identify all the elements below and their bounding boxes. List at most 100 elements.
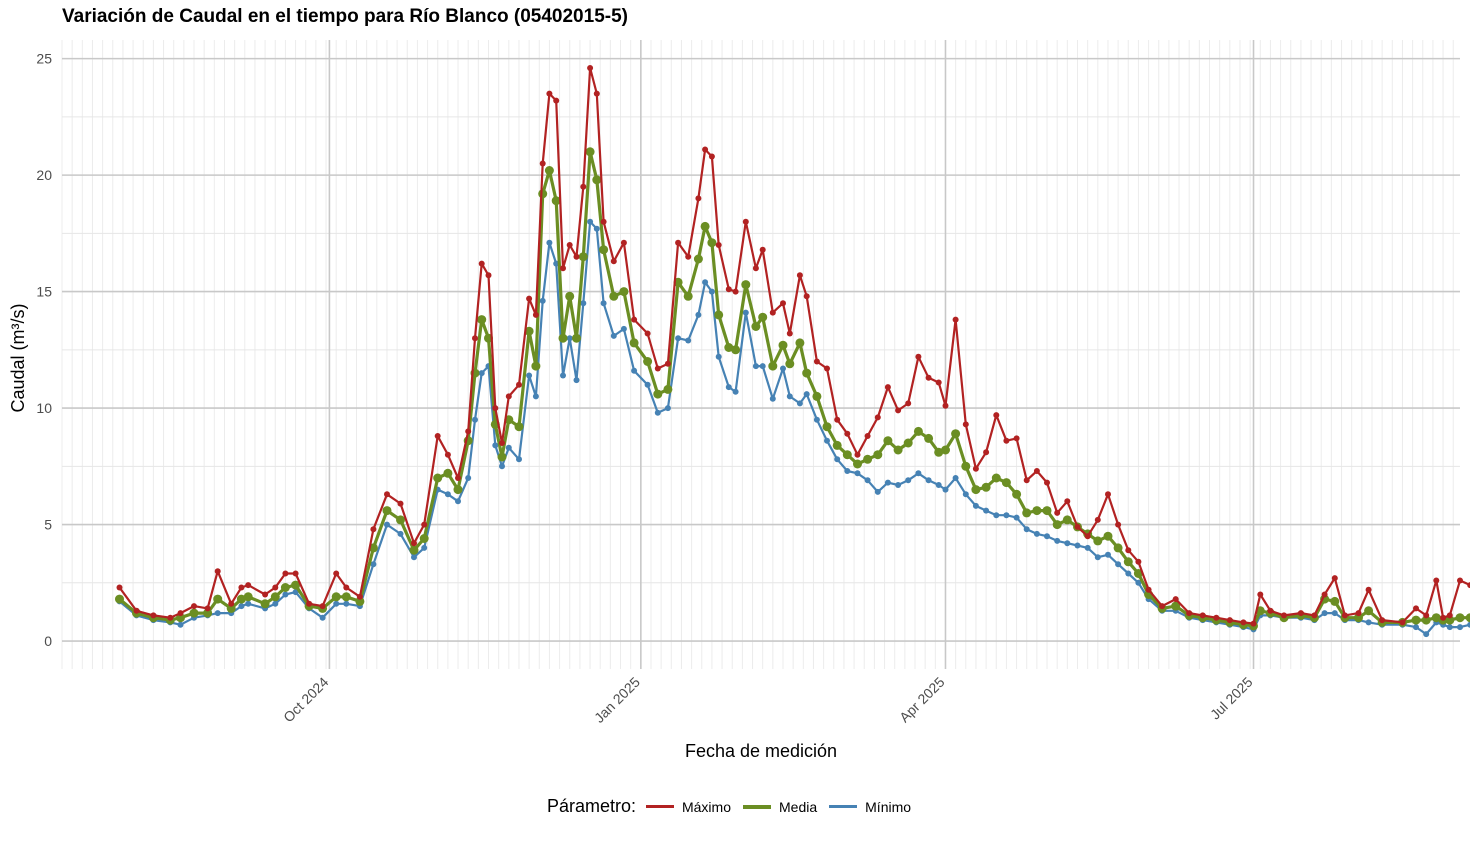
data-point — [1135, 579, 1142, 586]
data-point — [396, 515, 405, 525]
data-point — [599, 245, 609, 255]
data-point — [573, 253, 580, 260]
data-point — [531, 361, 541, 371]
data-point — [1240, 619, 1247, 626]
data-point — [631, 316, 638, 323]
data-point — [1033, 530, 1040, 537]
x-axis-title: Fecha de medición — [685, 741, 837, 761]
data-point — [1331, 610, 1338, 617]
data-point — [715, 242, 722, 248]
data-point — [1123, 557, 1133, 567]
data-point — [708, 153, 715, 160]
data-point — [433, 473, 443, 483]
data-point — [465, 428, 472, 435]
data-point — [546, 90, 553, 97]
data-point — [593, 90, 600, 97]
data-point — [685, 253, 692, 260]
data-point — [1064, 540, 1071, 547]
data-point — [573, 377, 580, 384]
data-point — [1013, 514, 1020, 521]
data-point — [421, 521, 428, 528]
data-point — [280, 583, 290, 592]
data-point — [203, 608, 213, 618]
data-point — [742, 218, 749, 225]
data-point — [893, 445, 903, 455]
data-point — [1423, 612, 1430, 619]
data-point — [176, 613, 185, 623]
data-point — [643, 357, 653, 366]
data-point — [600, 300, 607, 307]
data-point — [516, 381, 522, 388]
data-point — [961, 461, 971, 471]
data-point — [558, 333, 568, 343]
data-point — [1257, 591, 1264, 598]
y-tick-label: 25 — [36, 51, 52, 67]
data-point — [874, 414, 881, 421]
data-point — [854, 451, 861, 458]
data-point — [444, 491, 451, 498]
data-point — [993, 412, 1000, 419]
data-point — [1321, 591, 1328, 598]
data-point — [116, 584, 123, 591]
data-point — [477, 315, 487, 325]
data-point — [693, 254, 703, 264]
data-point — [272, 584, 279, 591]
data-point — [1133, 569, 1143, 578]
data-point — [411, 540, 417, 547]
data-point — [600, 218, 607, 225]
legend-swatch-media — [743, 804, 771, 809]
data-point — [539, 297, 546, 304]
data-point — [1084, 533, 1091, 540]
data-point — [434, 433, 441, 439]
data-point — [609, 291, 619, 301]
data-point — [526, 295, 533, 302]
data-point — [291, 580, 301, 590]
data-point — [1455, 613, 1465, 623]
data-point — [1074, 523, 1081, 530]
data-point — [610, 332, 617, 339]
series-maximo — [116, 65, 1470, 627]
data-point — [873, 450, 883, 460]
data-point — [1355, 610, 1362, 617]
legend-label-maximo: Máximo — [681, 798, 731, 815]
data-point — [913, 426, 923, 436]
data-point — [631, 367, 638, 374]
data-point — [421, 544, 428, 551]
data-point — [1125, 570, 1132, 577]
legend-swatch-maximo — [645, 805, 674, 808]
y-tick-label: 0 — [44, 633, 52, 649]
data-point — [759, 246, 766, 253]
data-point — [497, 452, 507, 462]
data-point — [455, 498, 461, 505]
data-point — [786, 330, 793, 337]
data-point — [1267, 607, 1274, 614]
legend-item-minimo: Mínimo — [829, 799, 911, 815]
data-point — [1094, 516, 1101, 523]
data-point — [732, 288, 739, 295]
data-point — [1003, 437, 1010, 444]
data-point — [1052, 520, 1062, 530]
data-point — [485, 272, 492, 279]
data-point — [1421, 615, 1431, 625]
data-point — [580, 300, 587, 307]
data-point — [834, 416, 841, 423]
data-point — [465, 475, 472, 481]
series-minimo — [116, 218, 1470, 638]
data-point — [1226, 617, 1233, 624]
data-point — [204, 605, 211, 612]
data-point — [725, 286, 732, 293]
y-tick-label: 10 — [36, 400, 52, 416]
data-point — [1440, 614, 1447, 621]
data-point — [981, 482, 991, 492]
series-lines — [115, 65, 1470, 638]
data-point — [1125, 547, 1132, 554]
data-point — [1365, 619, 1372, 626]
data-point — [813, 416, 820, 423]
data-point — [1115, 521, 1122, 528]
data-point — [409, 545, 419, 555]
data-point — [803, 293, 810, 300]
legend-swatch-minimo — [829, 805, 858, 808]
data-point — [1354, 613, 1363, 623]
data-point — [319, 603, 326, 610]
data-point — [1159, 603, 1166, 610]
